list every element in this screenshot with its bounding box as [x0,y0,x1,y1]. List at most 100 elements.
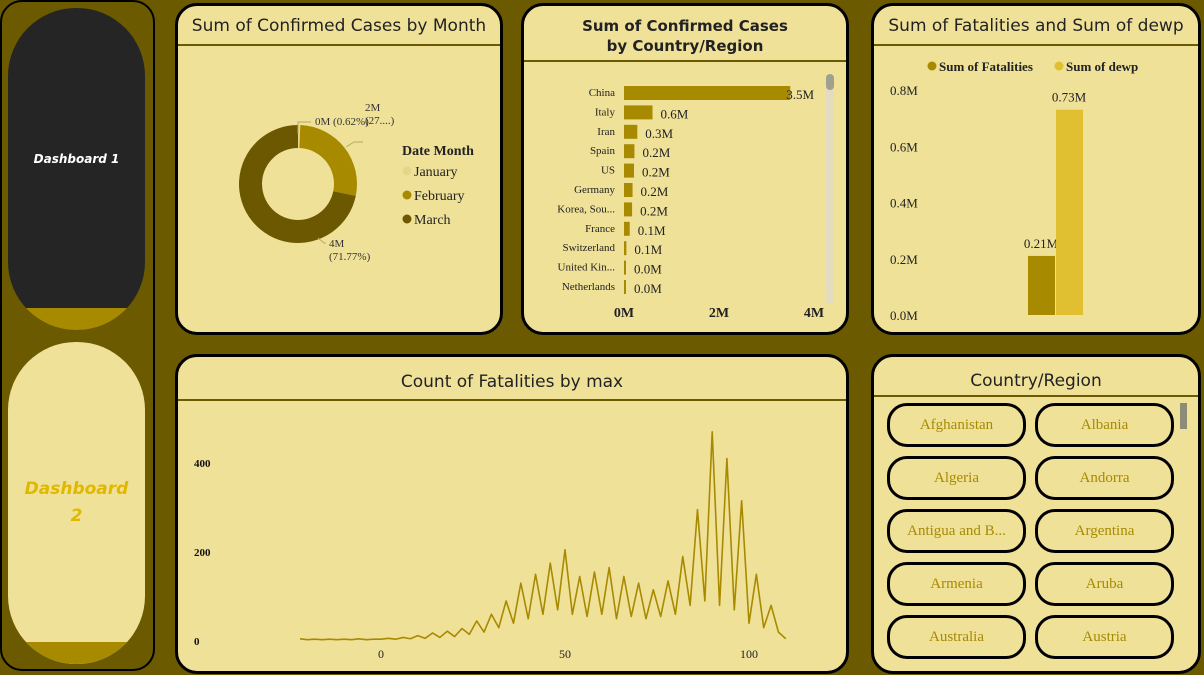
bar [624,221,630,236]
x-tick-label: 0 [378,647,384,661]
donut-panel: Sum of Confirmed Cases by Month 0M (0.62… [175,3,503,335]
bar-data-label: 0.2M [642,145,670,160]
country-option[interactable]: Algeria [887,456,1026,500]
country-option[interactable]: Australia [887,615,1026,659]
legend-marker [402,214,412,224]
bar-category-label: Korea, Sou... [557,203,615,215]
y-tick-label: 0.8M [890,83,918,98]
y-tick-label: 0.0M [890,308,918,323]
legend-item: Sum of Fatalities [939,59,1033,74]
bar-data-label: 0.73M [1052,90,1087,105]
y-tick-label: 400 [194,458,211,470]
x-tick-label: 0M [614,306,634,321]
bar-data-label: 0.0M [634,281,662,296]
x-tick-label: 50 [559,647,571,661]
bar-category-label: China [589,87,615,99]
bar [624,241,627,256]
legend-marker [402,190,412,200]
fatalities-line [299,431,787,641]
bar-fatalities [1028,255,1055,315]
line-title: Count of Fatalities by max [178,357,846,401]
bar-data-label: 3.5M [786,87,814,102]
bar-chart: China 3.5M Italy 0.6M Iran 0.3M Spain 0.2M US 0.2… [557,86,824,321]
legend-title: Date Month [402,144,474,159]
y-tick-label: 0 [194,636,200,648]
legend-marker [927,61,937,71]
bar-data-label: 0.0M [634,262,662,277]
leader-line [345,141,363,148]
bar-data-label: 0.1M [638,223,666,238]
bar-category-label: Spain [590,145,616,157]
bar-category-label: United Kin... [558,262,616,274]
fatalities-panel: Sum of Fatalities and Sum of dewp 0.0M 0.… [871,3,1201,335]
bar-category-label: Germany [574,184,615,196]
donut-slice-february [299,125,357,196]
donut-title: Sum of Confirmed Cases by Month [178,6,500,46]
donut-chart: 0M (0.62%) 2M(27....) 4M(71.77%) Date Month… [239,102,474,263]
leader-line [317,237,326,244]
bar-category-label: US [601,165,615,177]
donut-data-label: 4M [329,238,345,250]
donut-slice-january [298,125,301,149]
bar [624,183,633,197]
bar-category-label: Iran [597,126,615,138]
donut-slice-march [239,125,356,243]
x-tick-label: 2M [709,306,729,321]
bar [624,105,653,120]
country-option[interactable]: Austria [1035,615,1174,659]
country-option[interactable]: Antigua and B... [887,509,1026,553]
legend-marker [1054,61,1064,71]
line-panel: Count of Fatalities by max 0 200 400 0 50 100 [175,354,849,674]
bar-category-label: Netherlands [562,281,615,293]
legend-item-february: February [414,189,465,204]
country-option[interactable]: Armenia [887,562,1026,606]
donut-data-label: 0M (0.62%) [315,116,369,128]
bar-category-label: Italy [595,106,616,118]
sidebar: Dashboard 1 Dashboard 2 [0,0,155,671]
bar-scroll-thumb[interactable] [826,74,834,90]
y-tick-label: 200 [194,547,211,559]
country-slicer: Country/Region Afghanistan Albania Algeria… [871,354,1201,674]
legend-item: Sum of dewp [1066,59,1138,74]
bar [624,260,626,275]
bar-category-label: Switzerland [562,242,615,254]
y-tick-label: 0.2M [890,252,918,267]
country-title: Country/Region [874,357,1198,397]
bar-panel: Sum of Confirmed Cases by Country/Region… [521,3,849,335]
bar-title: Sum of Confirmed Cases by Country/Region [524,6,846,62]
legend-item-january: January [414,165,458,180]
bar [624,280,626,294]
country-option[interactable]: Argentina [1035,509,1174,553]
bar-data-label: 0.21M [1024,236,1059,251]
bar-data-label: 0.1M [634,242,662,257]
country-option[interactable]: Afghanistan [887,403,1026,447]
nav-dashboard-2[interactable]: Dashboard 2 [8,342,145,664]
y-tick-label: 0.6M [890,139,918,154]
bar-data-label: 0.2M [641,184,669,199]
bar-data-label: 0.2M [640,203,668,218]
bar-data-label: 0.2M [642,165,670,180]
bar-data-label: 0.3M [645,126,673,141]
country-option[interactable]: Albania [1035,403,1174,447]
nav-dashboard-2-label: Dashboard 2 [24,479,129,526]
nav-underline [8,308,145,330]
country-scroll-thumb[interactable] [1180,403,1187,429]
bar-data-label: 0.6M [661,106,689,121]
nav-dashboard-1-label: Dashboard 1 [33,152,120,166]
legend-marker [402,166,412,176]
bar-scrollbar[interactable] [826,74,834,304]
legend-item-march: March [414,213,451,228]
bar-dewp [1056,109,1083,315]
country-option[interactable]: Aruba [1035,562,1174,606]
fatalities-chart: 0.0M 0.2M 0.4M 0.6M 0.8M Sum of Fatalities 0.2… [890,59,1138,323]
bar [624,144,635,159]
leader-line [297,121,311,134]
x-tick-label: 100 [740,647,758,661]
line-chart: 0 200 400 0 50 100 [194,431,787,661]
x-tick-label: 4M [804,306,824,321]
country-option[interactable]: Andorra [1035,456,1174,500]
bar [624,124,638,139]
nav-dashboard-1[interactable]: Dashboard 1 [8,8,145,330]
donut-data-label: 2M [365,102,381,114]
bar [624,202,633,217]
